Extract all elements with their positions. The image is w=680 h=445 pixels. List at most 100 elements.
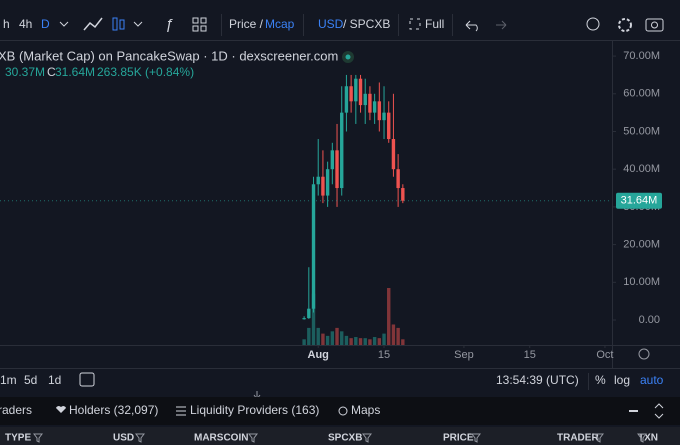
axis-settings-icon[interactable] (638, 348, 650, 360)
filter-icon[interactable] (33, 433, 43, 443)
candle-body (316, 176, 320, 185)
candle-body (363, 93, 367, 106)
legend-title: XB (Market Cap) on PancakeSwap · 1D · de… (0, 48, 338, 63)
list-icon (176, 406, 186, 416)
candle-body (335, 150, 339, 189)
candle-body (302, 318, 306, 320)
candle-body (321, 176, 325, 196)
filter-icon[interactable] (594, 433, 604, 443)
interval[interactable]: D (41, 17, 50, 31)
legend-change: 263.85K (+0.84%) (97, 65, 194, 79)
settings-icon[interactable] (618, 18, 632, 32)
y-tick-label: 40.00M (623, 163, 660, 175)
candle-body (349, 86, 353, 102)
volume-bar (325, 335, 330, 345)
chevron[interactable] (59, 21, 69, 27)
tab[interactable]: Liquidity Providers (163) (190, 403, 319, 417)
heart-icon (56, 406, 66, 413)
filter-icon[interactable] (471, 433, 481, 443)
camera-icon[interactable] (645, 18, 664, 32)
filter-icon[interactable] (248, 433, 258, 443)
candle-body (344, 86, 349, 113)
expand-icon[interactable] (654, 403, 664, 419)
y-tick-label: 10.00M (623, 276, 660, 288)
last-price-label: 31.64M (621, 195, 658, 207)
table-header[interactable]: MARSCOIN (194, 433, 248, 444)
camera-lens (651, 21, 658, 29)
table-header[interactable]: SPCXB (328, 433, 362, 444)
candle-body (377, 101, 382, 121)
volume-bar (363, 338, 367, 345)
candle-body (307, 308, 311, 319)
currency-token[interactable]: / SPCXB (343, 17, 390, 31)
range-button[interactable]: 1m (0, 373, 17, 387)
candle-icon[interactable] (112, 17, 118, 31)
volume-bar (368, 339, 372, 345)
candle-body (330, 150, 335, 170)
y-tick-label: 60.00M (623, 88, 660, 100)
price-toggle[interactable]: Price / (229, 17, 264, 31)
redo-icon[interactable] (496, 20, 507, 30)
undo-icon[interactable] (465, 20, 478, 32)
tab[interactable]: Holders (32,097) (69, 403, 158, 417)
candle-body (354, 78, 358, 102)
legend-open: 30.37M (5, 65, 45, 79)
filter-icon[interactable] (637, 433, 647, 443)
volume-bar (349, 338, 353, 345)
filter-icon[interactable] (135, 433, 145, 443)
calendar-icon[interactable] (79, 372, 95, 387)
volume-bar (330, 331, 335, 345)
candle-icon[interactable] (119, 19, 125, 30)
full-toggle[interactable]: Full (425, 17, 444, 31)
indicator-icon[interactable]: ƒ (165, 16, 173, 33)
table-header[interactable]: TRADER (557, 433, 599, 444)
table-header[interactable]: TXN (638, 433, 658, 444)
candle-body (311, 184, 316, 309)
candle-body (368, 93, 372, 113)
candle-body (401, 188, 405, 201)
interval[interactable]: 4h (19, 17, 32, 31)
volume-bar (321, 333, 325, 345)
filter-icon[interactable] (362, 433, 372, 443)
range-button[interactable]: 1d (48, 373, 61, 387)
x-tick-label: 15 (524, 349, 536, 361)
line-chart-icon[interactable] (83, 17, 103, 31)
chevron[interactable] (133, 21, 143, 27)
table-header[interactable]: TYPE (5, 433, 31, 444)
volume-bar (377, 338, 382, 345)
mcap-toggle[interactable]: Mcap (265, 17, 295, 31)
candle-body (325, 169, 330, 196)
y-tick-label: 0.00 (639, 314, 660, 326)
candle-body (387, 112, 391, 140)
table-header[interactable]: PRICE (443, 433, 474, 444)
clock: 13:54:39 (UTC) (496, 373, 579, 387)
search-icon[interactable] (586, 17, 600, 31)
volume-bar (302, 339, 306, 345)
volume-bar (372, 337, 377, 345)
range-button[interactable]: 5d (24, 373, 37, 387)
legend-close: 31.64M (55, 65, 95, 79)
fullscreen-icon[interactable] (409, 18, 421, 30)
table-header[interactable]: USD (113, 433, 134, 444)
volume-bar (391, 324, 396, 345)
candle-body (391, 139, 396, 170)
currency-usd[interactable]: USD (318, 17, 344, 31)
tab[interactable]: raders (0, 403, 32, 417)
tab[interactable]: Maps (351, 403, 380, 417)
status-dot-center (345, 54, 351, 60)
volume-bar (311, 293, 316, 345)
auto-toggle[interactable]: auto (640, 373, 664, 387)
layout-icon[interactable] (192, 17, 207, 32)
percent-toggle[interactable]: % (595, 373, 606, 387)
volume-bar (307, 327, 311, 345)
interval[interactable]: h (3, 17, 10, 31)
candle-body (372, 101, 377, 113)
y-tick-label: 70.00M (623, 50, 660, 62)
legend-close-prefix: C (47, 65, 56, 79)
volume-bar (382, 333, 386, 345)
volume-bar (354, 337, 358, 345)
candle-body (396, 169, 400, 189)
log-toggle[interactable]: log (614, 373, 630, 387)
